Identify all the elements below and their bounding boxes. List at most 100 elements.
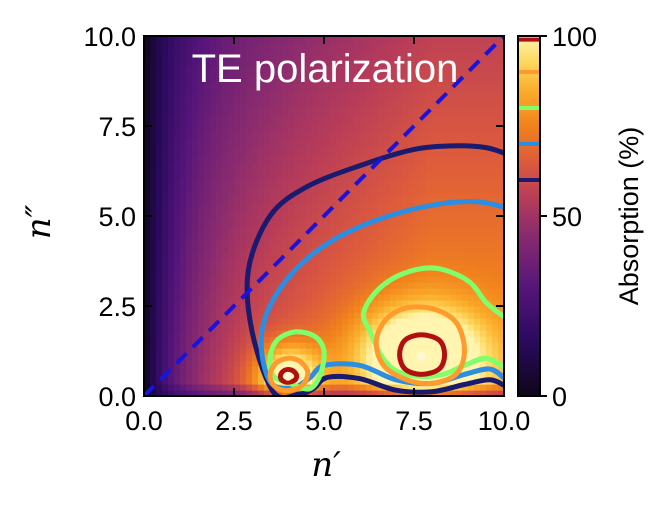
heatmap-cell [330, 366, 337, 373]
heatmap-cell [270, 90, 277, 97]
heatmap-cell [204, 276, 211, 283]
heatmap-cell [210, 342, 217, 349]
heatmap-cell [414, 72, 421, 79]
heatmap-cell [432, 156, 439, 163]
heatmap-cell [144, 270, 151, 277]
heatmap-cell [354, 114, 361, 121]
heatmap-cell [210, 126, 217, 133]
heatmap-cell [390, 318, 397, 325]
heatmap-cell [192, 324, 199, 331]
heatmap-cell [408, 294, 415, 301]
heatmap-cell [174, 204, 181, 211]
heatmap-cell [408, 192, 415, 199]
heatmap-cell [402, 186, 409, 193]
heatmap-cell [384, 66, 391, 73]
heatmap-cell [462, 84, 469, 91]
heatmap-cell [342, 384, 349, 391]
heatmap-cell [384, 108, 391, 115]
heatmap-cell [180, 114, 187, 121]
heatmap-cell [342, 198, 349, 205]
heatmap-cell [480, 288, 487, 295]
heatmap-cell [210, 354, 217, 361]
heatmap-cell [396, 198, 403, 205]
heatmap-cell [456, 72, 463, 79]
heatmap-cell [210, 300, 217, 307]
heatmap-cell [336, 54, 343, 61]
heatmap-cell [282, 150, 289, 157]
heatmap-cell [150, 390, 157, 396]
heatmap-cell [192, 72, 199, 79]
heatmap-cell [288, 258, 295, 265]
colorbar-label: Absorption (%) [614, 127, 644, 306]
heatmap-cell [144, 192, 151, 199]
heatmap-cell [162, 192, 169, 199]
heatmap-cell [276, 216, 283, 223]
heatmap-cell [336, 252, 343, 259]
heatmap-cell [210, 330, 217, 337]
heatmap-cell [162, 156, 169, 163]
heatmap-cell [306, 72, 313, 79]
heatmap-cell [420, 162, 427, 169]
heatmap-cell [156, 372, 163, 379]
heatmap-cell [300, 342, 307, 349]
heatmap-cell [204, 48, 211, 55]
heatmap-cell [312, 162, 319, 169]
heatmap-cell [144, 288, 151, 295]
heatmap-cell [306, 270, 313, 277]
heatmap-cell [396, 204, 403, 211]
heatmap-cell [246, 126, 253, 133]
heatmap-cell [288, 102, 295, 109]
heatmap-cell [342, 378, 349, 385]
heatmap-cell [162, 198, 169, 205]
heatmap-cell [264, 354, 271, 361]
heatmap-cell [360, 156, 367, 163]
heatmap-cell [486, 156, 493, 163]
heatmap-cell [312, 252, 319, 259]
heatmap-cell [216, 234, 223, 241]
heatmap-cell [348, 384, 355, 391]
heatmap-cell [480, 318, 487, 325]
heatmap-cell [216, 54, 223, 61]
heatmap-cell [474, 318, 481, 325]
heatmap-cell [498, 186, 504, 193]
heatmap-cell [324, 102, 331, 109]
heatmap-cell [156, 42, 163, 49]
heatmap-cell [372, 276, 379, 283]
heatmap-cell [168, 330, 175, 337]
heatmap-cell [234, 192, 241, 199]
heatmap-cell [282, 138, 289, 145]
heatmap-cell [336, 318, 343, 325]
heatmap-cell [438, 276, 445, 283]
heatmap-cell [246, 246, 253, 253]
heatmap-cell [306, 246, 313, 253]
heatmap-cell [168, 84, 175, 91]
heatmap-cell [378, 294, 385, 301]
heatmap-cell [288, 108, 295, 115]
heatmap-cell [258, 186, 265, 193]
heatmap-cell [174, 336, 181, 343]
heatmap-cell [162, 276, 169, 283]
heatmap-cell [282, 360, 289, 367]
heatmap-cell [186, 372, 193, 379]
heatmap-cell [210, 78, 217, 85]
heatmap-cell [366, 126, 373, 133]
heatmap-cell [198, 282, 205, 289]
heatmap-cell [498, 198, 504, 205]
heatmap-cell [288, 42, 295, 49]
heatmap-cell [360, 126, 367, 133]
heatmap-cell [216, 330, 223, 337]
heatmap-cell [180, 132, 187, 139]
heatmap-cell [192, 186, 199, 193]
heatmap-cell [282, 144, 289, 151]
heatmap-cell [192, 60, 199, 67]
heatmap-cell [408, 138, 415, 145]
heatmap [144, 36, 504, 396]
colorbar-tick-label: 50 [552, 202, 582, 232]
heatmap-cell [156, 390, 163, 396]
heatmap-cell [390, 234, 397, 241]
heatmap-cell [270, 138, 277, 145]
heatmap-cell [408, 162, 415, 169]
heatmap-cell [366, 162, 373, 169]
heatmap-cell [228, 204, 235, 211]
heatmap-cell [198, 348, 205, 355]
